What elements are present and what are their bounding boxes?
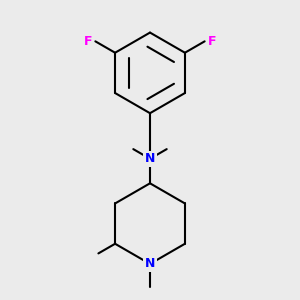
Text: N: N bbox=[145, 257, 155, 270]
Text: F: F bbox=[84, 35, 93, 48]
Text: F: F bbox=[207, 35, 216, 48]
Text: N: N bbox=[145, 152, 155, 165]
